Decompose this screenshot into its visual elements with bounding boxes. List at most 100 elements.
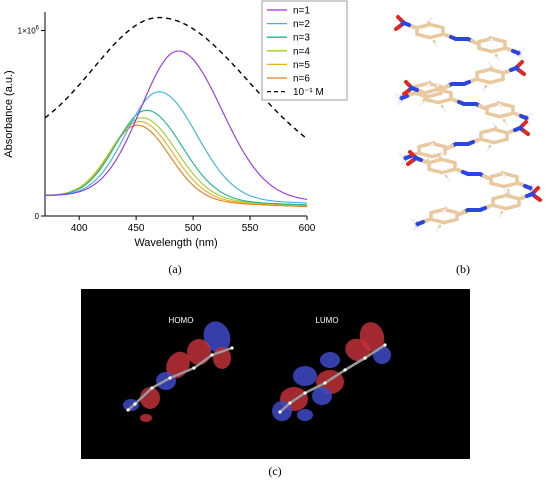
bond [394, 24, 402, 31]
bond [440, 151, 445, 157]
orbital-lobe [320, 352, 340, 368]
legend-items: n=1 n=2 n=3 n=4 n=5 n=6 10⁻¹ M [267, 6, 324, 98]
bond [482, 174, 490, 180]
atom [323, 381, 327, 385]
panel-a-caption: (a) [168, 262, 181, 276]
bond [398, 152, 405, 158]
homo-orbital [123, 321, 234, 422]
orbital-lobe [203, 321, 231, 353]
x-tick-label: 600 [299, 223, 316, 234]
orbital-lobe [140, 414, 152, 422]
legend-label: n=1 [293, 6, 310, 17]
molecule-skeleton-bond [344, 356, 366, 372]
bond [394, 92, 401, 98]
legend-label: n=6 [293, 74, 310, 85]
bond [404, 80, 411, 87]
atom [363, 356, 367, 360]
legend-label: n=4 [293, 46, 310, 57]
bond [425, 83, 430, 89]
lumo-label: LUMO [315, 316, 338, 325]
y-tick-exponent: 6 [36, 26, 40, 32]
axis-ticks: 400 450 500 550 600 0 1×106 [18, 26, 316, 234]
bond [435, 227, 440, 233]
molecule-skeleton-bond [193, 353, 213, 370]
atom [288, 401, 292, 405]
orbital-lobe [345, 338, 371, 362]
y-axis-label: Absorbance (a.u.) [3, 70, 15, 157]
molecule-skeleton-bond [134, 387, 153, 405]
orbital-render-background [81, 289, 470, 459]
atom [230, 346, 234, 350]
bond [517, 60, 524, 67]
bond [533, 186, 540, 193]
orbital-render: HOMO LUMO [81, 289, 470, 459]
atom [126, 408, 130, 412]
molecule-skeleton-bond [169, 366, 195, 380]
bond [429, 143, 434, 149]
bond [446, 177, 451, 183]
bond [503, 187, 508, 193]
orbital-lobe [297, 409, 313, 421]
bond [508, 191, 513, 197]
orbital-lobe [187, 339, 211, 365]
series-line [45, 117, 308, 206]
bond [521, 120, 528, 127]
series-line [45, 120, 308, 207]
bond [396, 15, 403, 22]
bond [446, 144, 454, 150]
atom [383, 343, 387, 347]
orbital-lobe [373, 346, 391, 364]
x-axis-label: Wavelength (nm) [134, 237, 217, 249]
atom [278, 410, 282, 414]
bond [396, 99, 402, 106]
atom [210, 353, 214, 357]
orbital-lobe [123, 399, 139, 411]
bond [519, 47, 526, 53]
bond [491, 121, 496, 127]
bond [534, 195, 542, 202]
molecule-skeleton-bond [304, 381, 326, 395]
azobenzene-molecule [410, 186, 542, 233]
azobenzene-molecule [406, 150, 538, 197]
atom [150, 386, 154, 390]
bond [428, 16, 433, 22]
bond [497, 213, 502, 219]
bond [478, 104, 486, 110]
bond [442, 84, 450, 90]
series-line [45, 50, 308, 200]
y-tick-label: 1×106 [18, 26, 40, 36]
azobenzene-molecule [394, 60, 526, 107]
atom [192, 366, 196, 370]
molecular-stack-view [394, 15, 542, 233]
bond [419, 101, 424, 107]
bond [498, 103, 503, 109]
homo-label: HOMO [169, 316, 194, 325]
atom [133, 402, 137, 406]
series-line [45, 109, 308, 206]
absorbance-chart: 400 450 500 550 600 0 1×106 Wavelength (nm) Ab… [3, 0, 348, 276]
molecule-skeleton-bond [279, 402, 291, 413]
bond [402, 89, 410, 96]
atom [168, 376, 172, 380]
bond [441, 209, 446, 215]
bond [408, 150, 415, 157]
bond [406, 159, 414, 166]
panel-c-caption: (c) [268, 464, 281, 478]
molecule-skeleton-bond [211, 346, 233, 357]
legend: n=1 n=2 n=3 n=4 n=5 n=6 10⁻¹ M [261, 0, 348, 101]
atom [303, 391, 307, 395]
azobenzene-molecule [394, 15, 526, 62]
bond [400, 159, 406, 166]
legend-label: n=2 [293, 19, 310, 30]
bond [522, 129, 530, 136]
bond [487, 61, 492, 67]
bond [434, 42, 439, 48]
series-line [45, 91, 308, 204]
orbital-lobe [312, 387, 332, 405]
x-tick-label: 400 [71, 223, 88, 234]
spectra-curves [44, 16, 308, 208]
y-tick-label: 0 [35, 212, 40, 221]
legend-label: n=5 [293, 60, 310, 71]
bond [504, 121, 509, 127]
